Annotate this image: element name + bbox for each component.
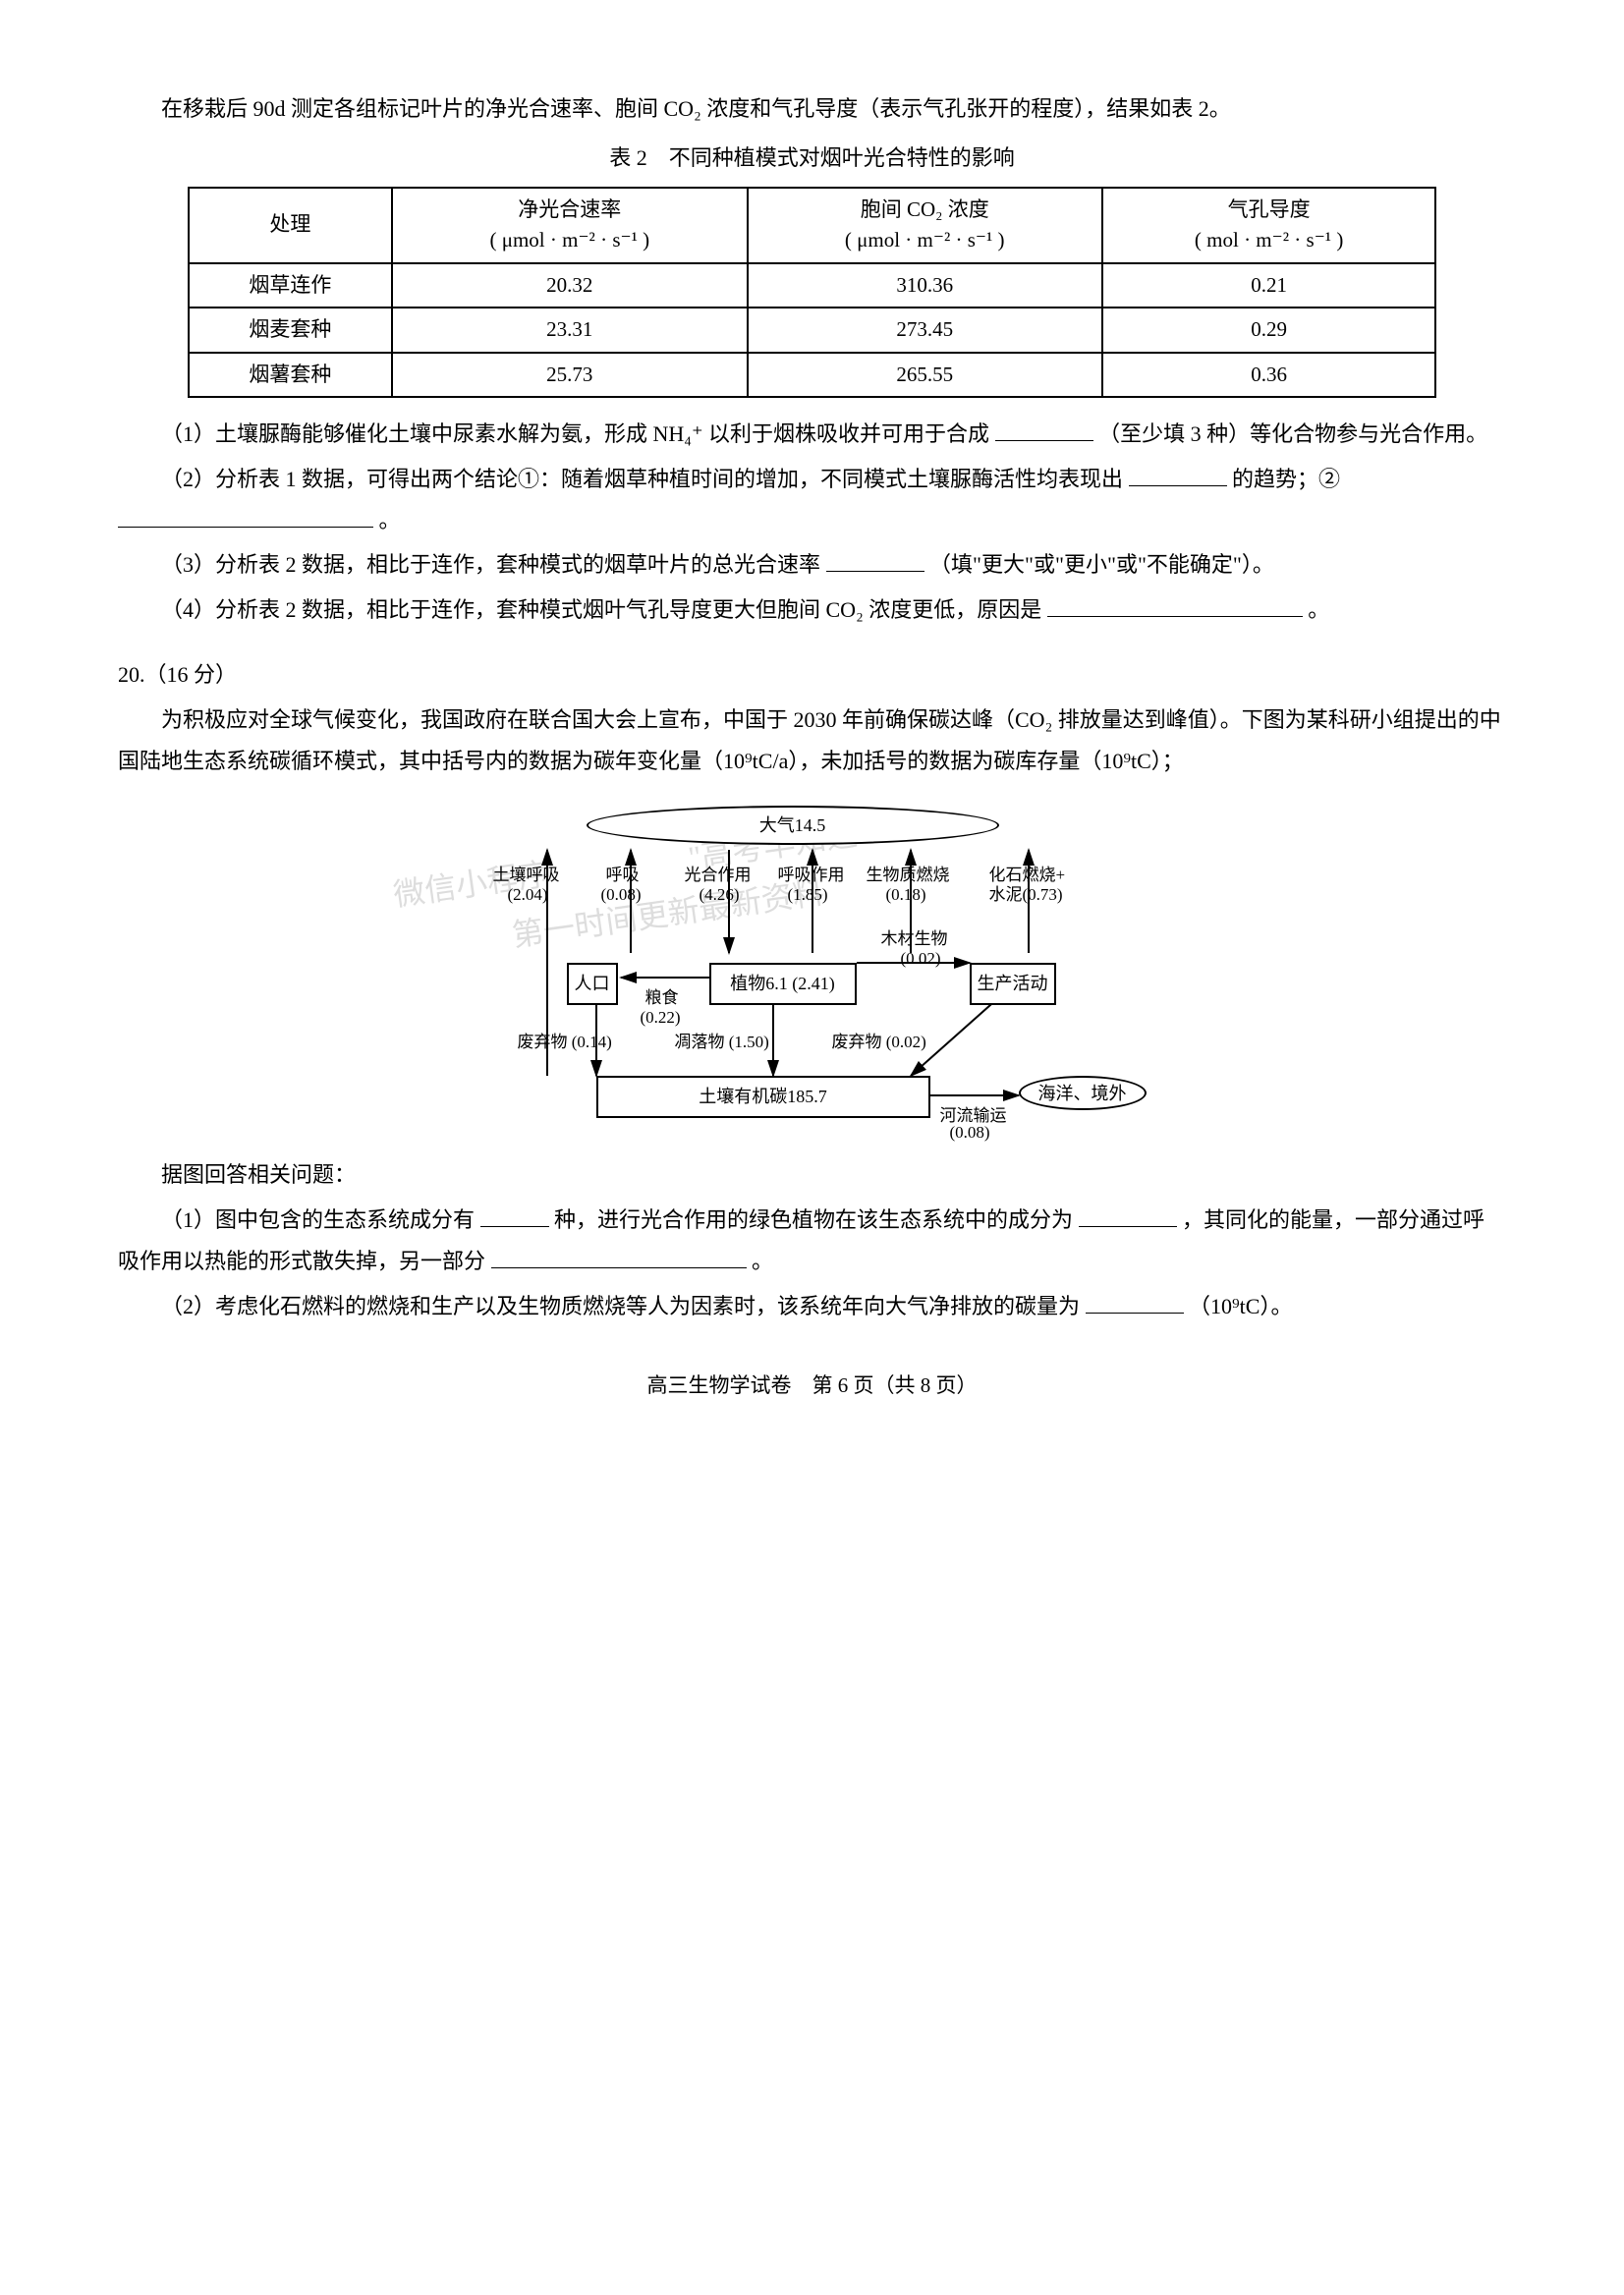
ocean-label: 海洋、境外 <box>1038 1077 1127 1110</box>
q20-after: 据图回答相关问题： <box>118 1154 1506 1196</box>
q20-intro: 为积极应对全球气候变化，我国政府在联合国大会上宣布，中国于 2030 年前确保碳… <box>118 700 1506 782</box>
blank <box>826 550 924 572</box>
q4: （4）分析表 2 数据，相比于连作，套种模式烟叶气孔导度更大但胞间 CO₂ 浓度… <box>118 589 1506 631</box>
cell: 265.55 <box>748 353 1102 398</box>
waste1-label: 废弃物 (0.14) <box>518 1027 612 1058</box>
litter-label: 凋落物 (1.50) <box>675 1027 769 1058</box>
q1-pre: （1）土壤脲酶能够催化土壤中尿素水解为氨，形成 NH₄⁺ 以利于烟株吸收并可用于… <box>161 421 989 446</box>
th2-l1: 净光合速率 <box>518 197 621 221</box>
q4-end: 。 <box>1308 597 1329 622</box>
q3-pre: （3）分析表 2 数据，相比于连作，套种模式的烟草叶片的总光合速率 <box>161 552 820 577</box>
th-col2: 净光合速率 ( μmol · m⁻² · s⁻¹ ) <box>392 188 747 263</box>
th4-l2: ( mol · m⁻² · s⁻¹ ) <box>1195 228 1343 252</box>
q3-post: （填"更大"或"更小"或"不能确定"）。 <box>929 552 1274 577</box>
q1: （1）土壤脲酶能够催化土壤中尿素水解为氨，形成 NH₄⁺ 以利于烟株吸收并可用于… <box>118 414 1506 455</box>
q20-header: 20.（16 分） <box>118 654 1506 696</box>
th2-l2: ( μmol · m⁻² · s⁻¹ ) <box>489 228 649 252</box>
q20-2-pre: （2）考虑化石燃料的燃烧和生产以及生物质燃烧等人为因素时，该系统年向大气净排放的… <box>161 1294 1080 1318</box>
fossil-label2: 水泥(0.73) <box>989 879 1063 911</box>
blank <box>1047 595 1303 617</box>
blank <box>480 1205 549 1227</box>
atmosphere-label: 大气14.5 <box>759 809 826 842</box>
cell: 烟草连作 <box>189 263 392 308</box>
q3: （3）分析表 2 数据，相比于连作，套种模式的烟草叶片的总光合速率 （填"更大"… <box>118 544 1506 586</box>
q20-1-mid1: 种，进行光合作用的绿色植物在该生态系统中的成分为 <box>554 1207 1073 1232</box>
resp2-val: (1.85) <box>788 879 828 911</box>
pop-node: 人口 <box>567 963 618 1004</box>
q2-end: 。 <box>379 508 401 532</box>
cell: 273.45 <box>748 308 1102 353</box>
blank <box>1079 1205 1177 1227</box>
waste2-label: 废弃物 (0.02) <box>832 1027 926 1058</box>
biomass-val: (0.18) <box>886 879 926 911</box>
carbon-cycle-diagram: 大气14.5 土壤呼吸 (2.04) 呼吸 (0.08) 光合作用 (4.26)… <box>469 801 1156 1135</box>
q20-1-pre: （1）图中包含的生态系统成分有 <box>161 1207 475 1232</box>
q20-1: （1）图中包含的生态系统成分有 种，进行光合作用的绿色植物在该生态系统中的成分为… <box>118 1200 1506 1282</box>
cell: 310.36 <box>748 263 1102 308</box>
blank <box>1129 465 1227 486</box>
photo-val: (4.26) <box>700 879 740 911</box>
q1-post: （至少填 3 种）等化合物参与光合作用。 <box>1098 421 1487 446</box>
soil-resp-val: (2.04) <box>508 879 548 911</box>
cell: 0.36 <box>1102 353 1435 398</box>
resp-val: (0.08) <box>601 879 642 911</box>
plant-node: 植物6.1 (2.41) <box>709 963 857 1004</box>
table-header-row: 处理 净光合速率 ( μmol · m⁻² · s⁻¹ ) 胞间 CO₂ 浓度 … <box>189 188 1436 263</box>
wood-val: (0.02) <box>901 943 941 975</box>
th3-l2: ( μmol · m⁻² · s⁻¹ ) <box>845 228 1005 252</box>
table-row: 烟麦套种 23.31 273.45 0.29 <box>189 308 1436 353</box>
q2-mid: 的趋势；② <box>1232 467 1340 491</box>
blank <box>995 420 1093 441</box>
river-val: (0.08) <box>950 1117 990 1148</box>
blank <box>491 1247 747 1268</box>
table-row: 烟草连作 20.32 310.36 0.21 <box>189 263 1436 308</box>
cell: 烟薯套种 <box>189 353 392 398</box>
soil-c-node: 土壤有机碳185.7 <box>596 1076 930 1117</box>
q2: （2）分析表 1 数据，可得出两个结论①：随着烟草种植时间的增加，不同模式土壤脲… <box>118 459 1506 541</box>
q20-1-end: 。 <box>752 1249 773 1273</box>
table-row: 烟薯套种 25.73 265.55 0.36 <box>189 353 1436 398</box>
th3-l1: 胞间 CO₂ 浓度 <box>861 197 989 221</box>
table2-title: 表 2 不同种植模式对烟叶光合特性的影响 <box>118 138 1506 179</box>
cell: 烟麦套种 <box>189 308 392 353</box>
production-node: 生产活动 <box>970 963 1056 1004</box>
blank <box>118 506 373 528</box>
q20-2-post: （10⁹tC）。 <box>1189 1294 1292 1318</box>
q20-2: （2）考虑化石燃料的燃烧和生产以及生物质燃烧等人为因素时，该系统年向大气净排放的… <box>118 1286 1506 1327</box>
q2-pre: （2）分析表 1 数据，可得出两个结论①：随着烟草种植时间的增加，不同模式土壤脲… <box>161 467 1123 491</box>
th-col4: 气孔导度 ( mol · m⁻² · s⁻¹ ) <box>1102 188 1435 263</box>
th4-l1: 气孔导度 <box>1228 197 1311 221</box>
intro-text: 在移栽后 90d 测定各组标记叶片的净光合速率、胞间 CO₂ 浓度和气孔导度（表… <box>118 88 1506 130</box>
cell: 25.73 <box>392 353 747 398</box>
th-col1: 处理 <box>189 188 392 263</box>
page-footer: 高三生物学试卷 第 6 页（共 8 页） <box>118 1367 1506 1406</box>
q4-pre: （4）分析表 2 数据，相比于连作，套种模式烟叶气孔导度更大但胞间 CO₂ 浓度… <box>161 597 1041 622</box>
cell: 23.31 <box>392 308 747 353</box>
cell: 20.32 <box>392 263 747 308</box>
th-col3: 胞间 CO₂ 浓度 ( μmol · m⁻² · s⁻¹ ) <box>748 188 1102 263</box>
table2: 处理 净光合速率 ( μmol · m⁻² · s⁻¹ ) 胞间 CO₂ 浓度 … <box>188 187 1437 399</box>
cell: 0.21 <box>1102 263 1435 308</box>
cell: 0.29 <box>1102 308 1435 353</box>
blank <box>1086 1292 1184 1314</box>
